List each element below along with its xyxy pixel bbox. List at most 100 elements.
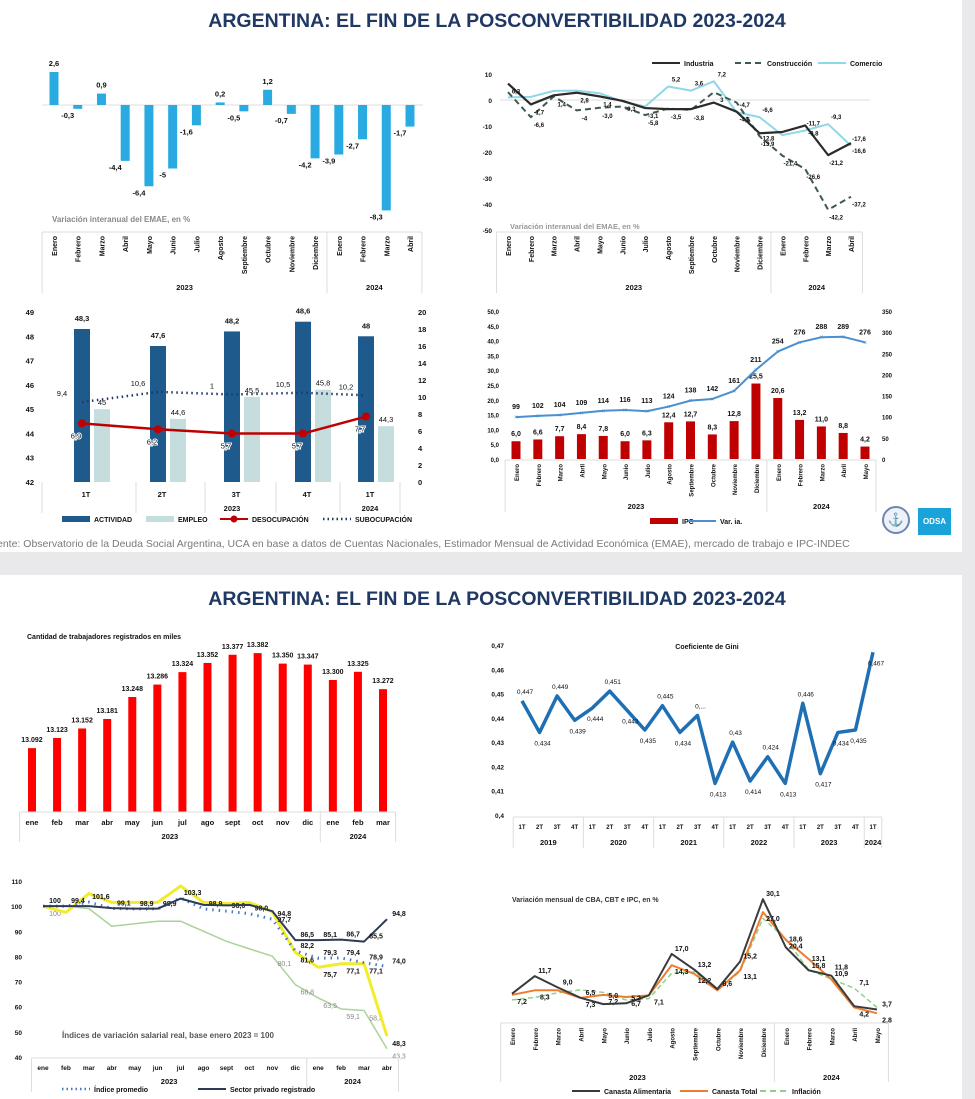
data-label: 7,2 <box>608 999 618 1006</box>
gini-line <box>520 651 875 786</box>
data-label: 17,0 <box>675 946 689 953</box>
x-tick-label: Agosto <box>666 236 673 260</box>
bar-ipc <box>533 439 543 459</box>
bar <box>128 697 137 812</box>
legend-swatch <box>62 516 90 522</box>
x-tick-label: Marzo <box>830 1028 836 1046</box>
data-label: -6,4 <box>132 188 146 197</box>
x-tick-label: 4T <box>782 825 789 831</box>
legend-label: Construcción <box>767 61 812 68</box>
data-label: 5,7 <box>292 442 302 451</box>
data-label: -26,6 <box>806 175 820 181</box>
x-tick-label: Enero <box>511 1028 517 1045</box>
y-tick-label: 4 <box>418 444 423 453</box>
y-tick-label: 50,0 <box>487 310 499 316</box>
varia-marker: × <box>798 340 802 347</box>
x-tick-label: 2T <box>158 490 167 499</box>
data-label: 20,6 <box>771 388 785 395</box>
data-label: -1,7 <box>394 129 407 138</box>
x-tick-label: may <box>125 818 141 827</box>
x-tick-label: Junio <box>620 236 627 255</box>
data-label: 0,435 <box>850 738 867 745</box>
x-tick-label: Junio <box>624 464 630 480</box>
x-tick-label: nov <box>276 818 290 827</box>
data-label: 98,0 <box>232 903 246 910</box>
legend-marker <box>230 515 238 523</box>
x-tick-label: Enero <box>780 236 787 256</box>
data-label: 0,434 <box>833 740 850 747</box>
data-label: 0,414 <box>745 789 762 796</box>
y-tick-label: 12 <box>418 376 426 385</box>
x-tick-label: Noviembre <box>289 236 296 272</box>
data-label: 10,5 <box>276 380 291 389</box>
data-label: 13.352 <box>197 652 219 659</box>
data-label: 75,7 <box>323 972 337 979</box>
data-label: 13.350 <box>272 653 294 660</box>
data-label: 13.324 <box>172 661 194 668</box>
y-tick-label: 0,45 <box>491 692 504 699</box>
x-tick-label: Febrero <box>537 464 543 487</box>
y-tick-label: 2 <box>418 461 422 470</box>
data-label: 6,0 <box>620 431 630 438</box>
series-line-0 <box>511 917 878 1009</box>
data-label: 8,3 <box>707 424 717 431</box>
y-tick-label: 0,47 <box>491 643 504 650</box>
varia-marker: × <box>579 410 583 417</box>
data-label: 5,2 <box>631 995 641 1002</box>
bar-empleo <box>94 409 110 482</box>
data-label: 48,2 <box>225 316 240 325</box>
data-label: 104 <box>554 402 566 409</box>
legend-label: Var. ia. <box>720 519 742 526</box>
data-label: 13.377 <box>222 644 244 651</box>
data-label: 13.181 <box>97 708 119 715</box>
bar <box>53 737 62 812</box>
bar-ipc <box>707 434 717 459</box>
bar-ipc <box>795 419 805 459</box>
x-tick-label: Agosto <box>671 1028 677 1049</box>
data-label: 81,6 <box>300 957 314 964</box>
x-tick-label: Septiembre <box>242 236 249 274</box>
x-tick-label: Marzo <box>826 236 833 256</box>
data-label: -1,6 <box>180 127 193 136</box>
x-tick-label: 1T <box>729 825 736 831</box>
x-tick-label: Septiembre <box>689 236 696 274</box>
x-tick-label: Febrero <box>529 236 536 262</box>
data-label: 0,413 <box>710 791 727 798</box>
y-tick-label: 35,0 <box>487 354 499 360</box>
x-group-label: 2023 <box>821 838 838 847</box>
data-label: 3,7 <box>882 1002 892 1009</box>
data-label: 138 <box>685 388 697 395</box>
x-tick-label: Abril <box>575 236 582 252</box>
x-tick-label: Noviembre <box>739 1027 745 1059</box>
x-tick-label: feb <box>61 1065 71 1072</box>
data-label: 15,2 <box>743 953 757 960</box>
y-tick-label: 250 <box>882 352 893 358</box>
x-tick-label: Diciembre <box>755 463 761 493</box>
series-line-2 <box>511 898 878 1011</box>
legend-label: Índice promedio <box>94 1085 148 1094</box>
y-tick-label: 0 <box>882 458 886 464</box>
chart-note: Variación mensual de CBA, CBT e IPC, en … <box>512 897 659 904</box>
bar-ipc <box>751 383 761 459</box>
x-tick-label: jul <box>177 818 187 827</box>
data-label: 59,1 <box>346 1014 360 1021</box>
data-label: 44,6 <box>171 408 186 417</box>
x-tick-label: 1T <box>82 490 91 499</box>
x-group-label: 2019 <box>540 838 557 847</box>
varia-marker: × <box>819 335 823 342</box>
x-group-label: 2023 <box>625 283 642 292</box>
data-label: -6,6 <box>762 108 773 114</box>
data-label: -0,3 <box>61 111 74 120</box>
legend-label: Sector privado registrado <box>230 1087 315 1094</box>
data-label: 25,5 <box>749 374 763 381</box>
data-label: 63,5 <box>323 1003 337 1010</box>
data-label: 7,2 <box>718 72 727 78</box>
bar <box>358 105 368 140</box>
varia-marker: × <box>841 334 845 341</box>
data-label: 8,8 <box>838 423 848 430</box>
x-tick-label: Abril <box>123 236 130 252</box>
bar <box>379 689 387 812</box>
x-tick-label: Mayo <box>602 464 608 480</box>
bar-ipc <box>860 446 870 459</box>
x-tick-label: Febrero <box>803 236 810 262</box>
